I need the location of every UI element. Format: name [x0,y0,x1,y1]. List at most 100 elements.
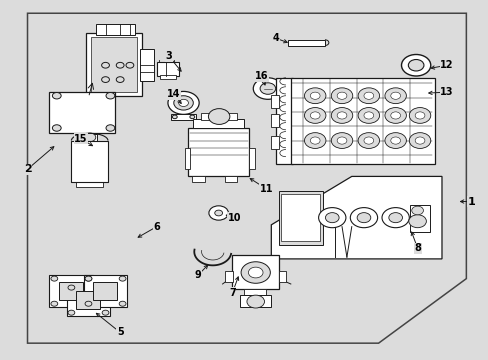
Circle shape [407,59,423,71]
Circle shape [406,87,418,97]
Circle shape [363,112,373,119]
Circle shape [381,208,408,228]
Text: 10: 10 [227,213,241,222]
Circle shape [51,301,58,306]
Bar [49,92,115,134]
Bar [278,191,322,244]
Circle shape [173,96,193,110]
Text: 12: 12 [439,60,453,70]
Circle shape [325,213,338,223]
Circle shape [304,133,325,148]
Circle shape [330,88,352,104]
Circle shape [116,77,124,82]
Circle shape [85,276,92,281]
Circle shape [102,77,109,82]
Bar [76,292,100,309]
Circle shape [102,285,109,290]
Bar [239,296,271,307]
Bar [93,283,117,300]
Bar [184,148,190,169]
Text: 16: 16 [254,71,268,81]
Circle shape [384,108,406,123]
Bar [232,255,278,289]
Bar [140,49,154,81]
Bar [271,136,278,149]
Circle shape [336,137,346,144]
Circle shape [208,206,228,220]
Circle shape [390,92,400,99]
Text: 7: 7 [228,288,235,298]
Circle shape [68,310,75,315]
Circle shape [401,54,430,76]
Circle shape [119,276,126,281]
Circle shape [399,83,425,102]
Circle shape [260,83,275,94]
Circle shape [85,301,92,306]
Circle shape [119,301,126,306]
Circle shape [248,267,263,278]
Bar [91,37,137,92]
Bar [49,275,93,307]
Text: 5: 5 [117,327,123,337]
Circle shape [304,108,325,123]
Circle shape [414,137,424,144]
Text: 11: 11 [259,184,273,194]
Circle shape [310,92,320,99]
Text: 8: 8 [413,243,420,253]
Circle shape [356,213,370,223]
Bar [224,271,232,282]
Circle shape [330,133,352,148]
Circle shape [411,206,423,215]
Text: 1: 1 [467,197,474,207]
Bar [171,114,195,120]
Circle shape [318,208,345,228]
Circle shape [310,137,320,144]
Circle shape [336,112,346,119]
Text: 2: 2 [23,164,31,174]
Circle shape [414,112,424,119]
Bar [271,114,278,127]
Text: 9: 9 [194,270,201,280]
Circle shape [408,215,426,228]
Circle shape [102,62,109,68]
Circle shape [336,92,346,99]
Circle shape [241,262,270,283]
Circle shape [253,78,282,99]
Bar [96,24,135,35]
Circle shape [363,92,373,99]
Bar [59,283,83,300]
Bar [192,176,204,182]
Circle shape [408,108,430,123]
Bar [76,182,103,187]
Polygon shape [271,176,441,259]
Circle shape [85,301,92,306]
Bar [200,113,237,120]
Circle shape [68,285,75,290]
Circle shape [126,62,134,68]
Circle shape [178,99,188,107]
Text: 14: 14 [167,89,180,99]
Circle shape [106,93,115,99]
Circle shape [384,133,406,148]
Bar [188,128,249,176]
Circle shape [51,276,58,281]
Bar [82,134,97,140]
Circle shape [390,112,400,119]
Circle shape [52,93,61,99]
Circle shape [189,115,194,119]
Circle shape [388,213,402,223]
Circle shape [52,125,61,131]
Circle shape [214,210,222,216]
Bar [244,289,266,296]
Bar [160,75,175,79]
Circle shape [172,115,177,119]
Circle shape [384,88,406,104]
Circle shape [102,310,109,315]
Bar [157,62,178,76]
Text: 15: 15 [74,134,88,144]
Circle shape [357,133,379,148]
Circle shape [208,109,229,125]
Bar [288,40,325,45]
Circle shape [357,88,379,104]
Bar [86,33,142,96]
